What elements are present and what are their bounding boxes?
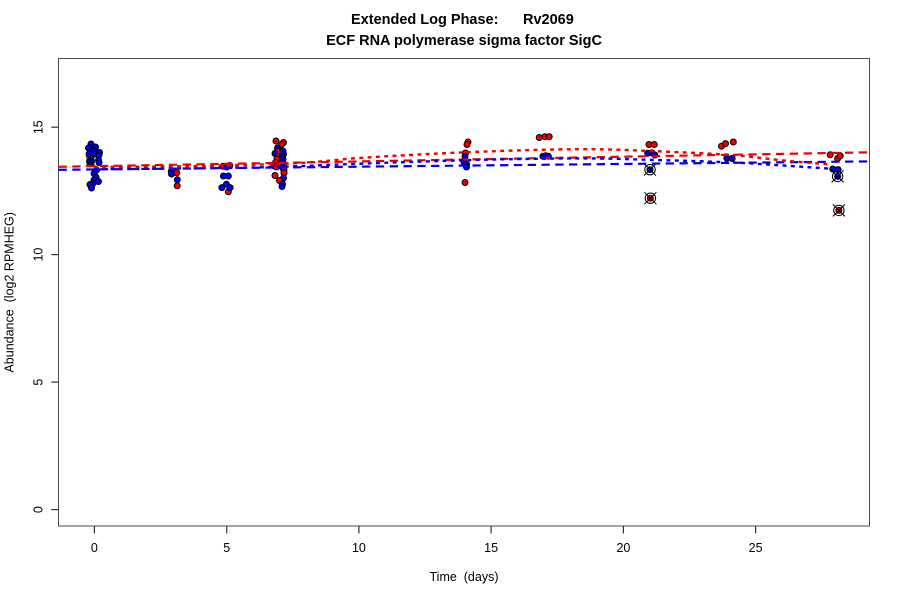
svg-text:Rv2069: Rv2069	[523, 12, 574, 28]
svg-text:0: 0	[31, 506, 45, 513]
svg-text:Time (days): Time (days)	[430, 570, 499, 584]
svg-text:Extended Log Phase:: Extended Log Phase:	[351, 12, 498, 28]
svg-text:20: 20	[616, 541, 630, 555]
svg-text:5: 5	[31, 379, 45, 386]
svg-text:10: 10	[352, 541, 366, 555]
svg-text:15: 15	[484, 541, 498, 555]
svg-text:10: 10	[31, 248, 45, 262]
svg-text:25: 25	[749, 541, 763, 555]
svg-text:Abundance (log2 RPMHEG): Abundance (log2 RPMHEG)	[3, 212, 17, 373]
svg-text:15: 15	[31, 120, 45, 134]
svg-text:ECF RNA polymerase sigma facto: ECF RNA polymerase sigma factor SigC	[326, 33, 602, 49]
svg-text:5: 5	[223, 541, 230, 555]
svg-text:0: 0	[91, 541, 98, 555]
